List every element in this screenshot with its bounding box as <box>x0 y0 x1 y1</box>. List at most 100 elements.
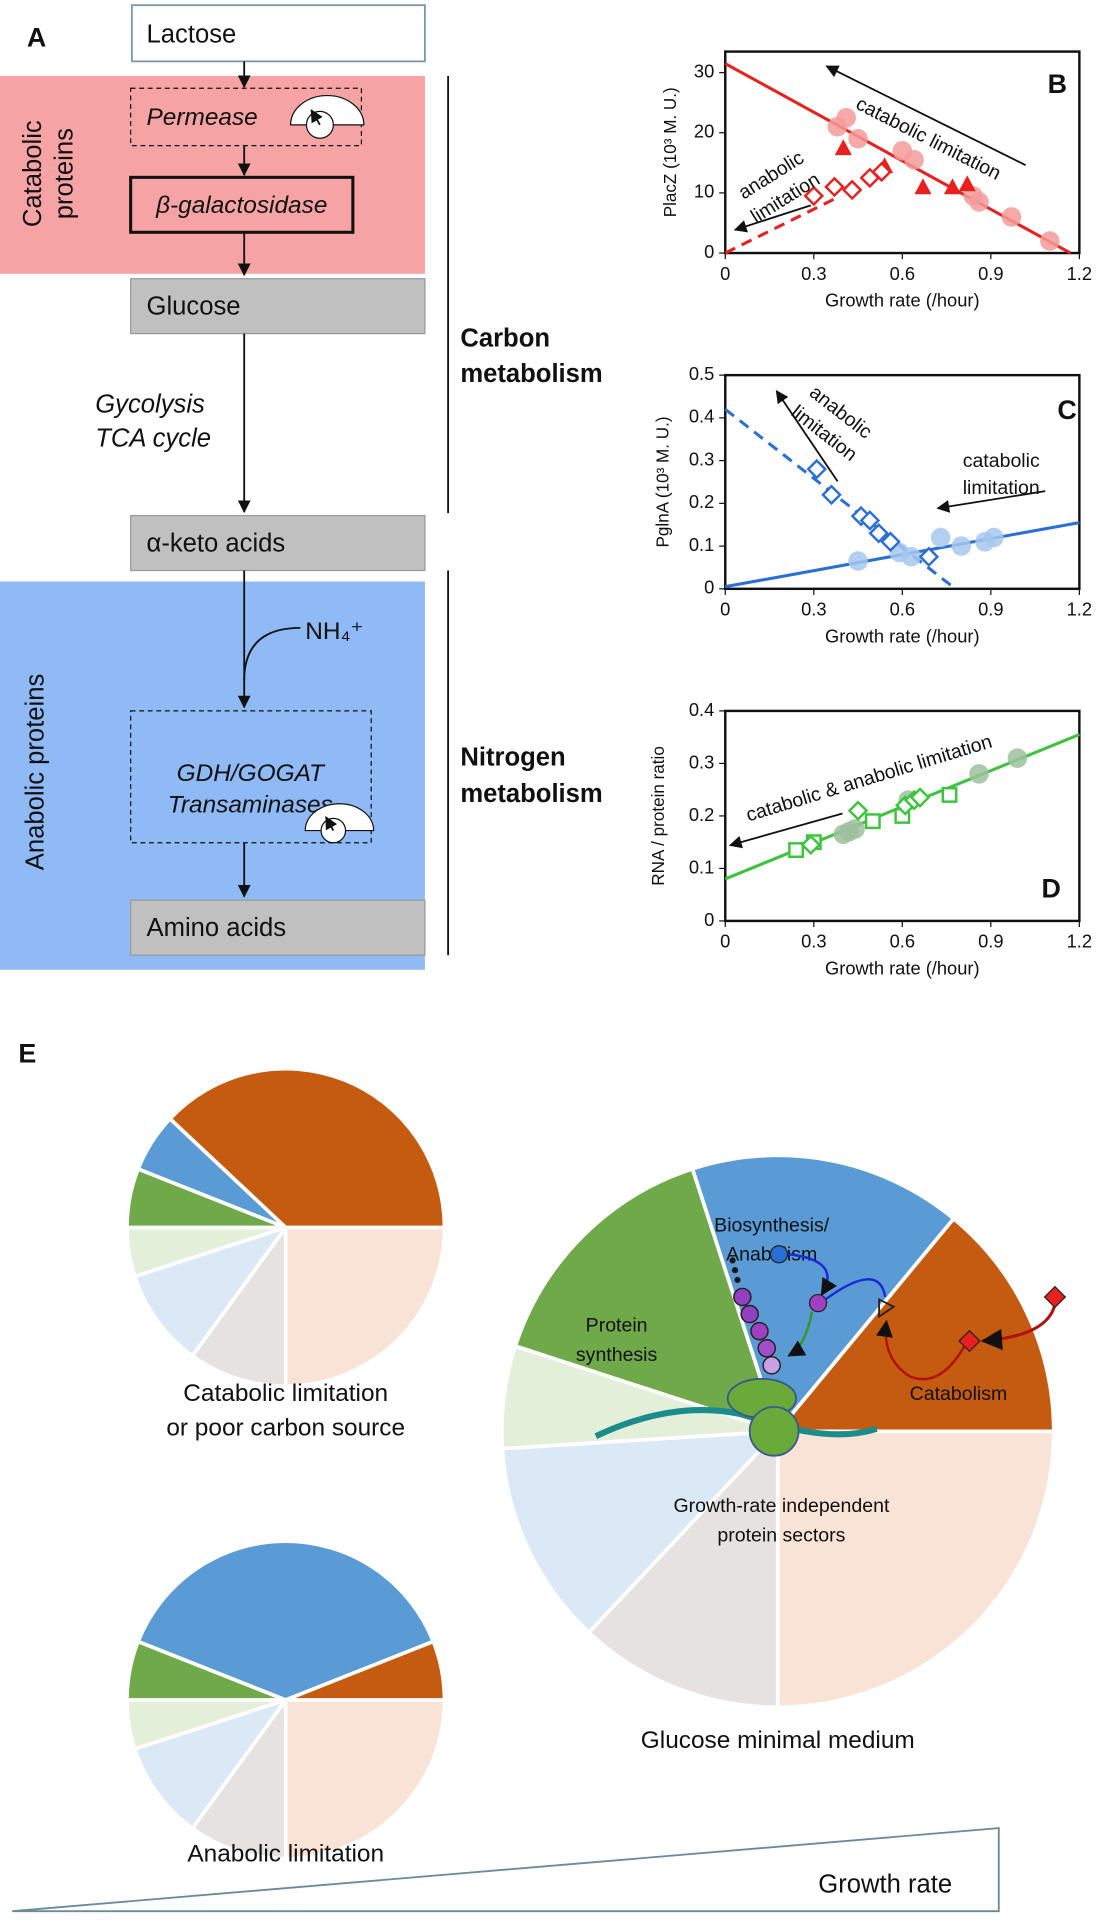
arrow <box>243 626 301 681</box>
ribosome-illustration <box>594 1245 1067 1457</box>
molecule <box>958 1329 981 1353</box>
point <box>848 551 868 571</box>
node-box <box>129 175 355 234</box>
y-tick-label: 0.5 <box>689 363 714 384</box>
x-axis-label: Growth rate (/hour) <box>825 626 980 647</box>
point <box>930 527 951 548</box>
molecule <box>769 1245 789 1264</box>
pie-slice <box>167 1066 447 1230</box>
y-axis-label: PlacZ (10³ M. U.) <box>661 87 680 217</box>
panel-label: E <box>18 1038 36 1068</box>
pie-slice <box>132 1696 291 1831</box>
point <box>943 178 962 195</box>
y-tick-label: 0.1 <box>689 534 714 555</box>
slice-label: synthesis <box>576 1344 658 1366</box>
node-label: GDH/GOGAT <box>177 760 326 787</box>
y-tick-label: 0.4 <box>689 406 714 427</box>
point <box>806 458 828 480</box>
pie-slice <box>773 1216 1056 1434</box>
arrow <box>788 1253 838 1297</box>
slice-label: Biosynthesis/ <box>714 1214 830 1236</box>
point <box>1007 748 1028 768</box>
pie-title: or poor carbon source <box>166 1414 405 1441</box>
arrow <box>787 1311 814 1357</box>
point <box>871 161 892 183</box>
x-tick-label: 0.3 <box>801 599 826 620</box>
pie-slice <box>283 1698 447 1861</box>
pie-slice <box>132 1223 291 1359</box>
x-tick-label: 1.2 <box>1067 263 1092 284</box>
bracket-label: metabolism <box>460 360 602 388</box>
x-tick-label: 0 <box>720 263 730 284</box>
node-label: Transaminases <box>168 792 333 819</box>
arrow <box>825 65 1027 166</box>
node-box <box>130 514 426 572</box>
point <box>868 522 889 544</box>
pie-title: Glucose minimal medium <box>641 1727 915 1754</box>
pie-title: Anabolic limitation <box>187 1840 384 1867</box>
point <box>880 531 901 553</box>
node-label: β-galactosidase <box>155 192 327 219</box>
pie-slice <box>283 1225 447 1388</box>
arrow <box>728 812 843 849</box>
point <box>803 185 825 207</box>
point <box>850 505 872 527</box>
arrow <box>775 389 839 482</box>
y-tick-label: 0.3 <box>689 751 714 772</box>
x-tick-label: 0.6 <box>890 263 915 284</box>
slice-label: Catabolism <box>910 1383 1008 1405</box>
bracket-label: metabolism <box>460 780 602 808</box>
arrow <box>936 490 1046 513</box>
point <box>834 139 852 156</box>
panel-a: A Lactose Permease β-galactosidase Gluco… <box>0 4 603 970</box>
node-box <box>130 710 372 844</box>
point <box>845 819 865 839</box>
node-label: Permease <box>147 104 258 131</box>
y-tick-label: 0 <box>704 577 714 598</box>
point <box>841 179 863 201</box>
point <box>914 178 932 195</box>
gauge-icon <box>304 803 375 844</box>
arrow <box>824 1278 887 1301</box>
gauge-icon <box>289 94 365 139</box>
point <box>909 787 931 808</box>
peptide <box>729 1257 781 1375</box>
point <box>847 800 869 821</box>
pie-slice <box>285 1639 447 1702</box>
y-tick-label: 0.2 <box>689 491 714 512</box>
pie-title: Catabolic limitation <box>183 1380 388 1407</box>
y-tick-label: 0.4 <box>689 699 714 720</box>
x-tick-label: 1.2 <box>1067 599 1092 620</box>
x-tick-label: 0 <box>720 931 730 952</box>
node-label: Glucose <box>147 293 241 321</box>
ribosome <box>748 1405 800 1457</box>
point <box>904 150 924 170</box>
x-tick-label: 0.6 <box>890 599 915 620</box>
point <box>918 546 940 568</box>
x-tick-label: 1.2 <box>1067 931 1092 952</box>
y-tick-label: 30 <box>694 60 714 81</box>
arrow <box>875 1319 966 1381</box>
x-tick-label: 0.3 <box>801 263 826 284</box>
y-tick-label: 0.3 <box>689 448 714 469</box>
pathway-label: TCA cycle <box>95 425 211 453</box>
point <box>836 107 857 128</box>
growth-axis-label: Growth rate <box>818 1870 952 1898</box>
x-tick-label: 0.9 <box>978 599 1003 620</box>
panel-label: A <box>27 22 46 52</box>
point <box>969 764 989 784</box>
pie-slice <box>189 1694 288 1861</box>
point <box>848 129 868 149</box>
group-label: proteins <box>51 128 79 219</box>
y-tick-label: 0.1 <box>689 856 714 877</box>
panel-label: D <box>1042 873 1061 903</box>
point <box>859 510 881 531</box>
y-tick-label: 20 <box>694 121 714 142</box>
y-axis-label: RNA / protein ratio <box>649 746 668 886</box>
arrow <box>980 1303 1057 1351</box>
point <box>824 176 845 198</box>
x-tick-label: 0.9 <box>978 263 1003 284</box>
panel-label: B <box>1048 69 1067 99</box>
